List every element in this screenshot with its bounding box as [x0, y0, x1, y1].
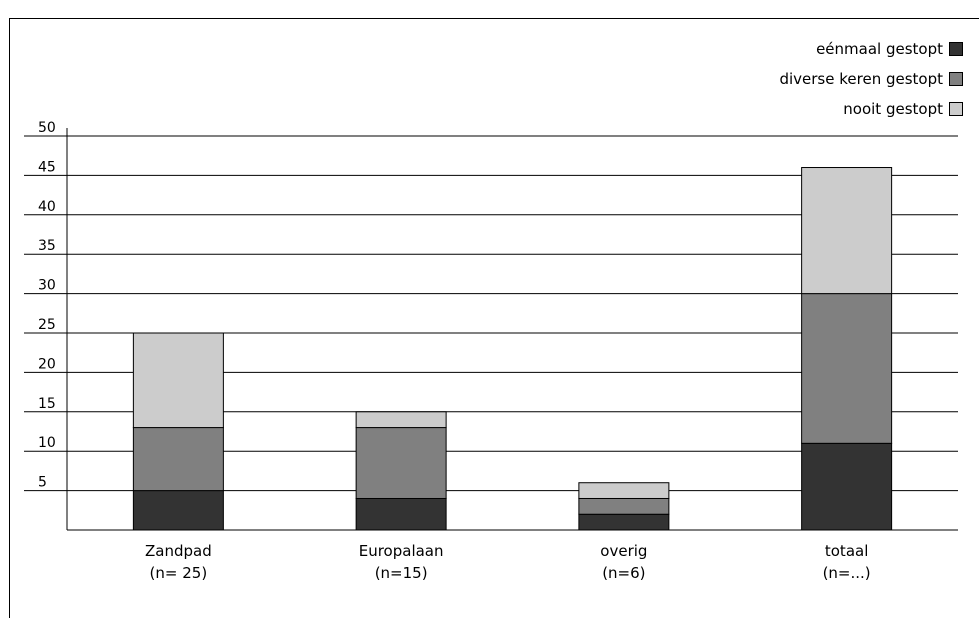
bar-segment — [801, 293, 893, 444]
y-tick-label: 40 — [38, 199, 56, 215]
x-tick-label: Zandpad — [145, 542, 212, 560]
y-tick-label: 45 — [38, 159, 56, 175]
legend-swatch — [949, 72, 963, 86]
x-tick-labels: Zandpad (n= 25) Europalaan (n=15) overig (n=6… — [145, 542, 871, 582]
bar-segment — [355, 411, 447, 429]
bar-segment — [578, 497, 670, 515]
y-tick-label: 10 — [38, 435, 56, 451]
legend-swatch — [949, 42, 963, 56]
y-tick-label: 30 — [38, 278, 56, 294]
legend-swatch — [949, 102, 963, 116]
stacked-bar-chart: 5 10 15 20 25 30 35 40 45 50 Zandpad (n= 25) Europa… — [24, 120, 958, 582]
legend-label: nooit gestopt — [843, 100, 943, 118]
y-tick-label: 5 — [38, 475, 47, 491]
x-tick-sublabel: (n= 25) — [150, 564, 208, 582]
y-tick-label: 15 — [38, 396, 56, 412]
bar-segment — [355, 427, 447, 499]
y-tick-label: 50 — [38, 120, 56, 136]
legend: eénmaal gestopt diverse keren gestopt no… — [779, 34, 963, 124]
x-tick-label: totaal — [825, 542, 869, 560]
bar-segment — [132, 332, 224, 429]
legend-item: nooit gestopt — [779, 94, 963, 124]
bar-segment — [355, 497, 447, 531]
y-tick-label: 25 — [38, 317, 56, 333]
chart-frame — [9, 18, 979, 618]
legend-item: eénmaal gestopt — [779, 34, 963, 64]
legend-item: diverse keren gestopt — [779, 64, 963, 94]
bar-segment — [132, 490, 224, 531]
x-tick-sublabel: (n=15) — [375, 564, 428, 582]
x-tick-label: Europalaan — [359, 542, 444, 560]
y-tick-labels: 5 10 15 20 25 30 35 40 45 50 — [38, 120, 56, 491]
y-tick-label: 20 — [38, 356, 56, 372]
y-tick-label: 35 — [38, 238, 56, 254]
bar-segment — [578, 513, 670, 531]
x-tick-label: overig — [600, 542, 647, 560]
x-tick-sublabel: (n=...) — [823, 564, 871, 582]
bar-segment — [801, 442, 893, 531]
legend-label: eénmaal gestopt — [816, 40, 943, 58]
bar-segment — [132, 427, 224, 492]
bar-segment — [578, 482, 670, 499]
x-tick-sublabel: (n=6) — [602, 564, 645, 582]
legend-label: diverse keren gestopt — [779, 70, 943, 88]
bar-segment — [801, 167, 893, 295]
bars — [132, 167, 893, 531]
